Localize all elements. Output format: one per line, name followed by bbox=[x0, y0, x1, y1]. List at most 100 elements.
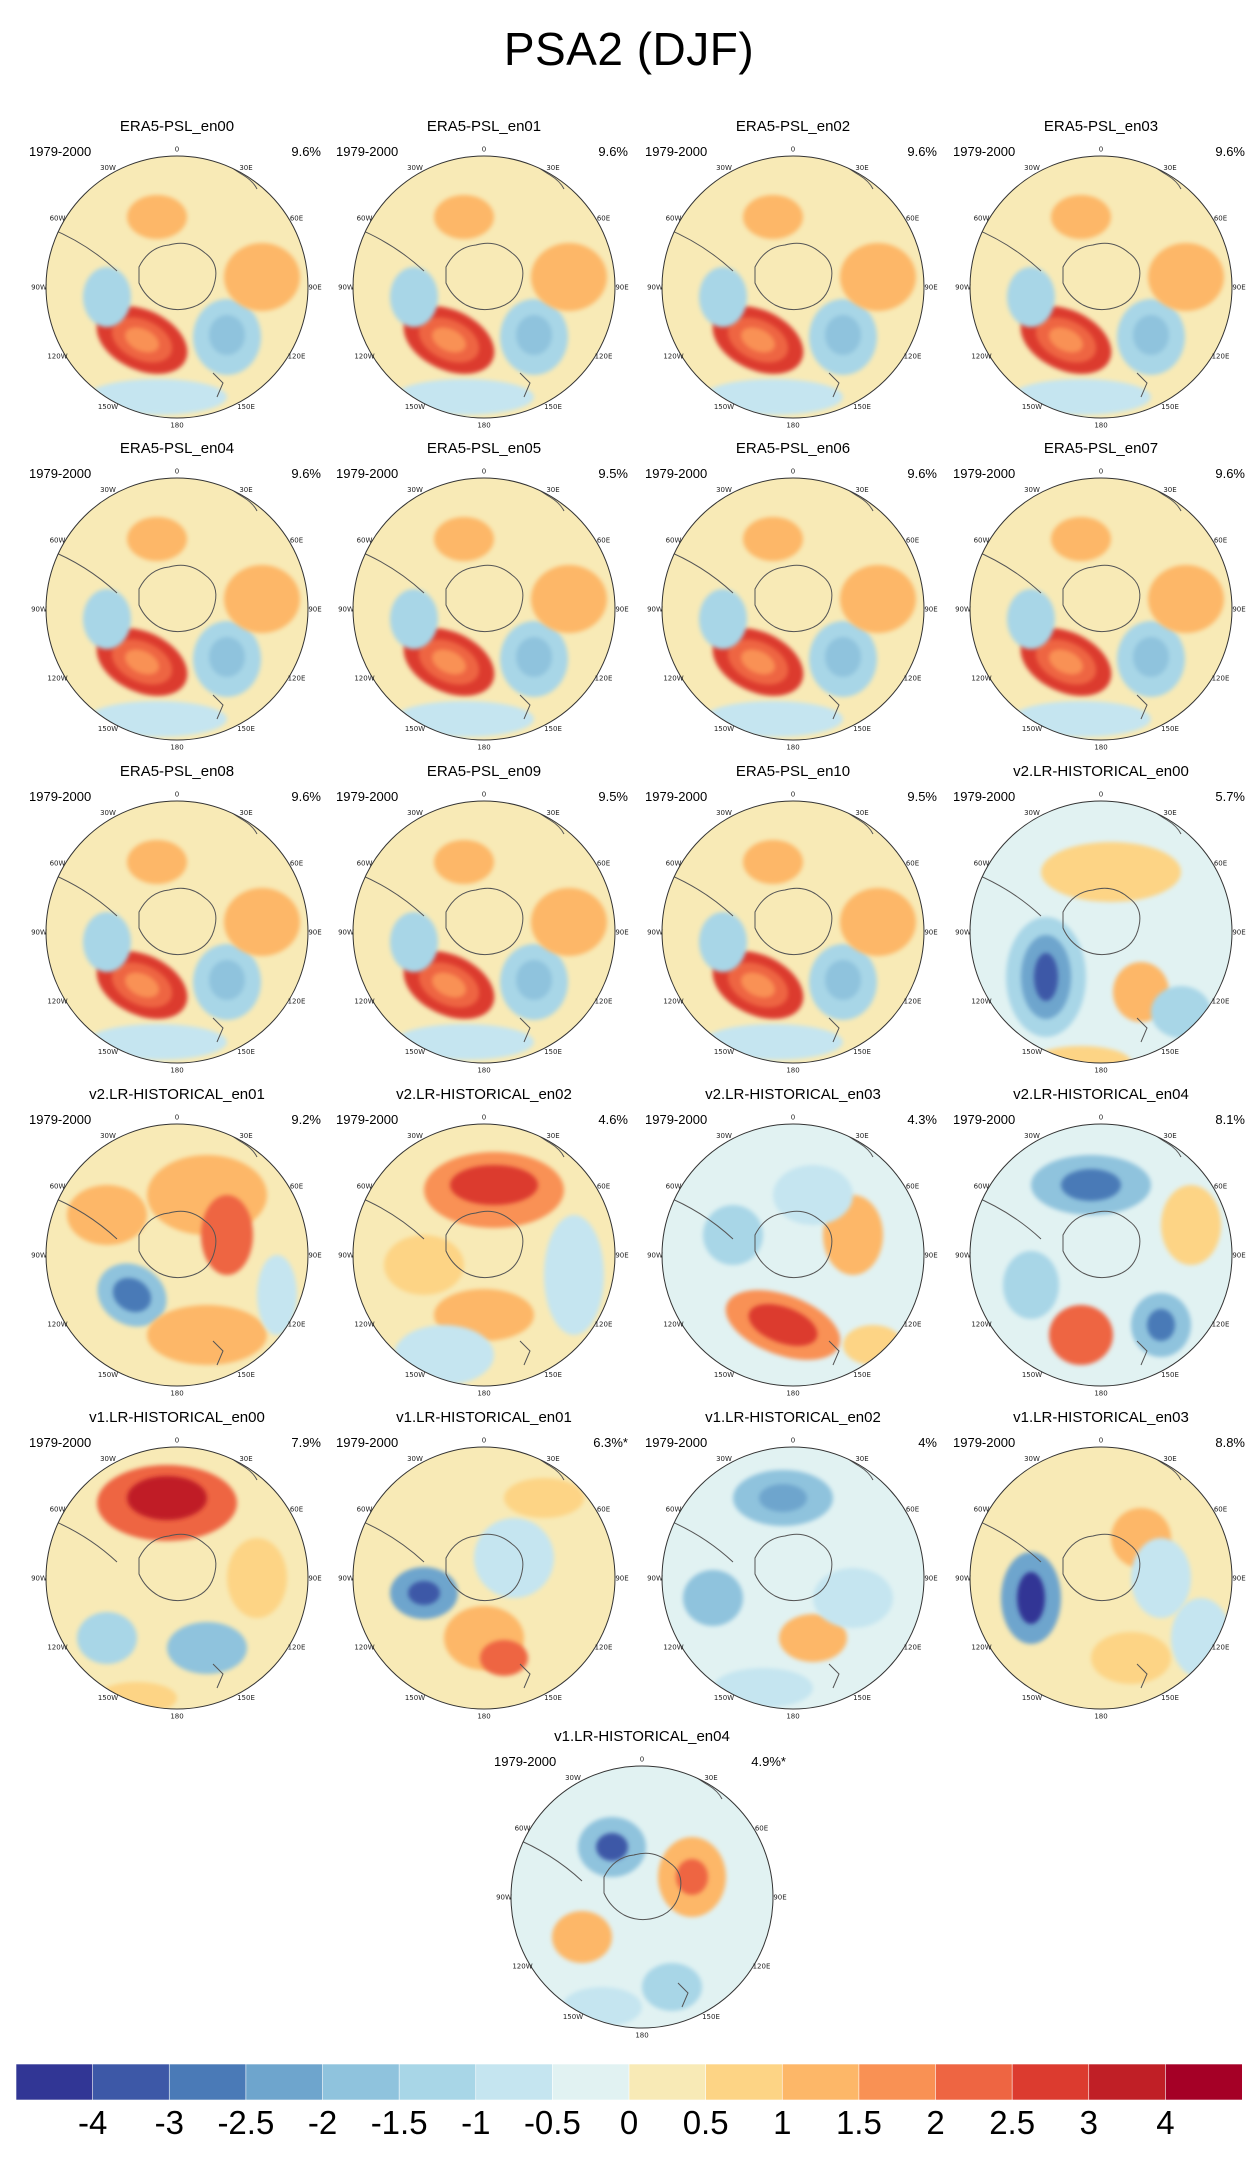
longitude-label: 120W bbox=[971, 675, 991, 683]
longitude-label: 30E bbox=[855, 1455, 868, 1463]
longitude-label: 30E bbox=[855, 1132, 868, 1140]
panel-title: ERA5-PSL_en10 bbox=[735, 763, 851, 780]
longitude-label: 180 bbox=[170, 1713, 183, 1721]
panel-period: 1979-2000 bbox=[645, 466, 708, 481]
panel-period: 1979-2000 bbox=[494, 1754, 557, 1769]
longitude-label: 0 bbox=[175, 468, 179, 476]
longitude-label: 90W bbox=[31, 606, 47, 614]
panel-variance-percent: 9.6% bbox=[907, 144, 937, 159]
colorbar-swatch bbox=[475, 2064, 554, 2100]
longitude-label: 90E bbox=[924, 606, 937, 614]
map-panel: 0 30E 60E 90E 120E 150E 180 150W 120W 90W 60W 30W ER… bbox=[27, 118, 327, 430]
longitude-label: 60E bbox=[1214, 215, 1227, 223]
longitude-label: 30W bbox=[565, 1774, 581, 1782]
colorbar-tick-label: 0.5 bbox=[682, 2104, 729, 2141]
positive-anomaly bbox=[504, 801, 584, 832]
longitude-label: 150E bbox=[1161, 1371, 1179, 1379]
map-panel: 0 30E 60E 90E 120E 150E 180 150W 120W 90W 60W 30W v2… bbox=[27, 1086, 327, 1398]
colorbar-labels: -4 -3 -2.5 -2 -1.5 -1 -0.5 0 0.5 1 1.5 2 2.5 3 4 bbox=[0, 2104, 1258, 2154]
field-background bbox=[662, 1124, 924, 1386]
polar-map: 0 30E 60E 90E 120E 150E 180 150W 120W 90W 60W 30W bbox=[955, 1437, 1246, 1721]
panel-title: v2.LR-HISTORICAL_en03 bbox=[705, 1086, 881, 1103]
colorbar-swatch bbox=[935, 2064, 1013, 2100]
positive-anomaly bbox=[813, 801, 893, 832]
longitude-label: 150E bbox=[237, 403, 255, 411]
antarctica-coastline bbox=[754, 564, 833, 633]
longitude-label: 150E bbox=[237, 1371, 255, 1379]
positive-anomaly bbox=[434, 840, 494, 884]
panel-variance-percent: 8.1% bbox=[1215, 1112, 1245, 1127]
map-border bbox=[969, 477, 1233, 741]
longitude-label: 60W bbox=[974, 1506, 990, 1514]
longitude-label: 180 bbox=[786, 1390, 799, 1398]
polar-map: 0 30E 60E 90E 120E 150E 180 150W 120W 90W 60W 30W bbox=[338, 146, 629, 430]
panel-period: 1979-2000 bbox=[29, 789, 92, 804]
longitude-label: 90E bbox=[924, 929, 937, 937]
panel-period: 1979-2000 bbox=[336, 466, 399, 481]
positive-anomaly bbox=[676, 1859, 708, 1895]
colorbar-swatch bbox=[1165, 2064, 1242, 2100]
new-zealand-coastline bbox=[519, 694, 531, 720]
negative-anomaly bbox=[642, 1963, 702, 2011]
longitude-label: 90W bbox=[31, 1575, 47, 1583]
negative-anomaly bbox=[516, 637, 552, 677]
longitude-label: 120E bbox=[1212, 1644, 1230, 1652]
panel-title: v2.LR-HISTORICAL_en02 bbox=[396, 1086, 572, 1103]
longitude-label: 120W bbox=[971, 1321, 991, 1329]
colorbar-swatch bbox=[1088, 2064, 1167, 2100]
longitude-label: 90W bbox=[955, 284, 971, 292]
longitude-label: 0 bbox=[482, 1114, 486, 1122]
negative-anomaly bbox=[773, 1165, 853, 1225]
longitude-label: 60W bbox=[974, 215, 990, 223]
positive-anomaly bbox=[748, 1304, 818, 1346]
antarctica-coastline bbox=[445, 242, 524, 311]
longitude-label: 30E bbox=[1163, 809, 1176, 817]
panel-period: 1979-2000 bbox=[336, 1112, 399, 1127]
longitude-label: 30W bbox=[716, 1132, 732, 1140]
longitude-label: 90E bbox=[924, 284, 937, 292]
longitude-label: 90W bbox=[647, 284, 663, 292]
panel-title: ERA5-PSL_en06 bbox=[735, 440, 851, 457]
antarctica-coastline bbox=[138, 1210, 217, 1279]
longitude-label: 120W bbox=[971, 998, 991, 1006]
colorbar-swatch bbox=[858, 2064, 937, 2100]
longitude-label: 150W bbox=[1022, 725, 1042, 733]
longitude-label: 150E bbox=[544, 725, 562, 733]
panel-period: 1979-2000 bbox=[336, 144, 399, 159]
longitude-label: 120E bbox=[288, 1321, 306, 1329]
panel-period: 1979-2000 bbox=[953, 789, 1016, 804]
longitude-label: 90W bbox=[31, 1252, 47, 1260]
panel-title: v1.LR-HISTORICAL_en03 bbox=[1013, 1409, 1189, 1426]
colorbar-swatch bbox=[705, 2064, 784, 2100]
longitude-label: 150E bbox=[853, 1048, 871, 1056]
panel-period: 1979-2000 bbox=[645, 144, 708, 159]
antarctica-coastline bbox=[1062, 1533, 1141, 1602]
longitude-label: 0 bbox=[175, 1114, 179, 1122]
longitude-label: 150W bbox=[1022, 1048, 1042, 1056]
antarctica-coastline bbox=[138, 242, 217, 311]
longitude-label: 0 bbox=[1099, 1437, 1103, 1445]
longitude-label: 60W bbox=[666, 860, 682, 868]
negative-anomaly bbox=[390, 912, 438, 972]
new-zealand-coastline bbox=[828, 372, 840, 398]
new-zealand-coastline bbox=[519, 1663, 531, 1689]
positive-anomaly bbox=[840, 243, 916, 311]
polar-map: 0 30E 60E 90E 120E 150E 180 150W 120W 90W 60W 30W bbox=[338, 468, 629, 752]
panel-period: 1979-2000 bbox=[645, 1435, 708, 1450]
map-panel: 0 30E 60E 90E 120E 150E 180 150W 120W 90W 60W 30W v2… bbox=[334, 1086, 634, 1398]
colorbar-swatch bbox=[322, 2064, 400, 2100]
positive-anomaly bbox=[67, 1185, 147, 1245]
longitude-label: 120W bbox=[354, 998, 374, 1006]
positive-anomaly bbox=[1161, 1185, 1221, 1265]
longitude-label: 90E bbox=[615, 929, 628, 937]
colorbar-swatch bbox=[628, 2064, 707, 2100]
longitude-label: 150E bbox=[544, 1048, 562, 1056]
polar-map: 0 30E 60E 90E 120E 150E 180 150W 120W 90W 60W 30W bbox=[31, 468, 322, 752]
longitude-label: 120E bbox=[904, 1644, 922, 1652]
positive-anomaly bbox=[1051, 517, 1111, 561]
longitude-label: 120E bbox=[288, 353, 306, 361]
positive-anomaly bbox=[504, 156, 584, 187]
figure-title: PSA2 (DJF) bbox=[503, 23, 755, 75]
longitude-label: 60E bbox=[290, 537, 303, 545]
positive-anomaly bbox=[147, 1305, 267, 1365]
